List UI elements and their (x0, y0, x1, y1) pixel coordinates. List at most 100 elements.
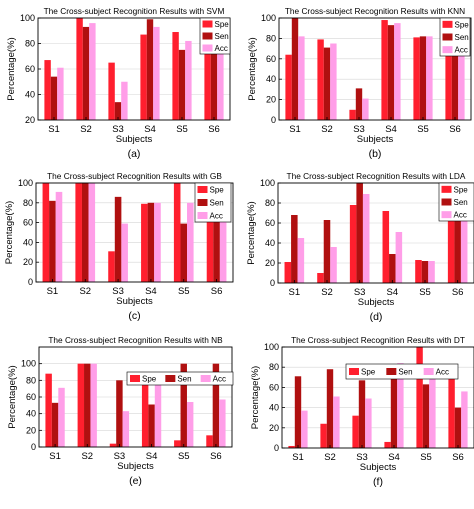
bar-acc-s4 (153, 26, 160, 121)
bar-acc-s1 (57, 67, 64, 120)
legend-swatch-spe (441, 185, 452, 193)
legend-label: Spe (361, 368, 376, 377)
bar-spe-s4 (140, 34, 147, 120)
legend-label: Sen (215, 32, 229, 41)
x-tick-label: S5 (176, 124, 188, 135)
legend-label: Acc (455, 46, 468, 55)
bar-sen-s4 (387, 25, 395, 120)
x-tick-label: S4 (144, 124, 156, 135)
y-tick-label: 40 (25, 90, 35, 100)
legend-swatch-sen (442, 33, 453, 41)
chart-panel-5: 0 20 40 60 80 100 S1 S2 S3 S4 S5 S6 The Cross-subjec… (7, 335, 234, 487)
legend: Spe Sen Acc (438, 182, 474, 222)
chart-title: The Cross-subject Recognition Results wi… (47, 171, 222, 181)
x-tick-label: S1 (292, 452, 304, 463)
x-tick-label: S1 (47, 286, 59, 297)
chart-title: The Cross-subject Recognition Results wi… (285, 6, 465, 16)
x-tick-label: S5 (178, 286, 190, 297)
chart-title: The Cross-subject Recognition Results wi… (44, 6, 225, 16)
bar-spe-s6 (204, 37, 211, 121)
bar-spe-s1 (288, 445, 295, 448)
bar-sen-s1 (291, 215, 298, 283)
bar-spe-s4 (382, 211, 390, 283)
x-tick-label: S4 (145, 286, 157, 297)
y-tick-label: 40 (269, 403, 279, 413)
bar-sen-s6 (454, 407, 462, 448)
bar-sen-s6 (213, 196, 220, 282)
bar-sen-s3 (356, 183, 363, 283)
y-tick-label: 60 (26, 392, 36, 402)
panel-label: (f) (373, 476, 383, 488)
x-tick-label: S4 (385, 124, 397, 135)
legend-swatch-spe (349, 368, 359, 375)
bar-spe-s4 (381, 20, 388, 120)
bar-spe-s1 (44, 60, 51, 120)
x-tick-label: S6 (211, 286, 223, 297)
y-tick-label: 0 (274, 443, 279, 453)
bar-spe-s2 (77, 363, 85, 447)
bar-sen-s4 (389, 254, 396, 283)
bar-spe-s4 (384, 441, 391, 448)
bar-acc-s3 (122, 411, 130, 447)
x-tick-label: S1 (48, 124, 60, 135)
bar-sen-s2 (326, 369, 334, 448)
bar-sen-s3 (114, 102, 122, 120)
bar-spe-s3 (352, 415, 359, 448)
panel-label: (a) (128, 148, 141, 160)
bar-sen-s5 (422, 384, 430, 448)
y-tick-label: 60 (23, 218, 33, 228)
bar-acc-s2 (88, 183, 96, 282)
legend-swatch-spe (130, 375, 140, 382)
bar-sen-s2 (323, 220, 331, 283)
bar-spe-s5 (416, 347, 423, 448)
bar-spe-s6 (447, 203, 455, 283)
x-tick-label: S6 (452, 287, 464, 298)
y-axis-label: Percentage(%) (246, 201, 257, 264)
bar-acc-s5 (187, 202, 194, 282)
chart-panel-2: 0 20 40 60 80 100 S1 S2 S3 S4 S5 S6 The Cross-subjec… (247, 6, 472, 160)
x-tick-label: S5 (420, 452, 432, 463)
bar-sen-s5 (180, 363, 187, 447)
panel-label: (c) (128, 310, 140, 322)
y-tick-label: 60 (269, 382, 279, 392)
bar-acc-s5 (426, 36, 433, 120)
bar-acc-s1 (58, 387, 65, 447)
bar-acc-s5 (428, 261, 435, 283)
chart-panel-1: 20 40 60 80 100 S1 S2 S3 S4 S5 S6 The Cross-subject… (6, 6, 231, 160)
x-tick-label: S2 (79, 286, 91, 297)
bar-sen-s5 (421, 261, 429, 283)
bar-sen-s1 (291, 18, 299, 120)
legend-label: Spe (210, 186, 225, 195)
legend-swatch-sen (441, 198, 452, 206)
legend-swatch-sen (165, 375, 176, 382)
axes-frame (38, 346, 233, 448)
legend-swatch-sen (197, 199, 208, 206)
legend-swatch-spe (197, 186, 208, 193)
bar-spe-s2 (317, 39, 324, 120)
x-axis-label: Subjects (116, 134, 153, 145)
axes-frame (35, 182, 234, 283)
x-tick-label: S3 (356, 452, 368, 463)
bar-spe-s2 (320, 423, 327, 448)
legend-label: Spe (142, 375, 157, 384)
bar-sen-s2 (84, 363, 91, 447)
y-tick-label: 100 (20, 13, 35, 23)
bar-sen-s1 (49, 200, 56, 282)
bar-sen-s3 (116, 380, 123, 447)
panel-label: (b) (369, 148, 382, 160)
bar-acc-s2 (90, 363, 97, 447)
x-axis-label: Subjects (358, 297, 395, 308)
bar-spe-s3 (108, 62, 115, 121)
y-axis-label: Percentage(%) (4, 201, 15, 264)
legend-label: Spe (455, 20, 470, 29)
y-tick-label: 80 (266, 33, 276, 43)
x-axis-label: Subjects (116, 296, 153, 307)
bar-spe-s1 (284, 262, 292, 283)
y-tick-label: 80 (269, 362, 279, 372)
legend-box (345, 363, 459, 380)
legend-label: Sen (455, 33, 469, 42)
legend-label: Sen (398, 368, 412, 377)
bar-acc-s6 (461, 391, 468, 448)
